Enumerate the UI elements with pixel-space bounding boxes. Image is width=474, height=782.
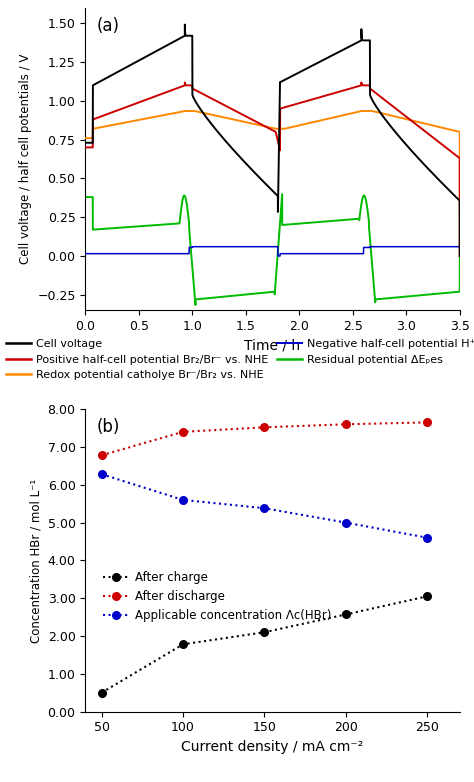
X-axis label: Current density / mA cm⁻²: Current density / mA cm⁻² <box>182 740 364 754</box>
After discharge <box>99 450 104 460</box>
After discharge <box>424 418 430 427</box>
After charge <box>424 592 430 601</box>
Applicable concentration Λc(HBr) <box>99 469 104 479</box>
Legend: After charge, After discharge, Applicable concentration Λc(HBr): After charge, After discharge, Applicabl… <box>99 567 337 627</box>
Text: (a): (a) <box>97 17 119 35</box>
After discharge <box>180 427 186 436</box>
Line: After discharge: After discharge <box>98 418 431 459</box>
After charge <box>343 610 349 619</box>
Line: After charge: After charge <box>98 593 431 697</box>
After charge <box>180 640 186 649</box>
Applicable concentration Λc(HBr) <box>343 518 349 527</box>
Legend: Cell voltage, Positive half-cell potential Br₂/Br⁻ vs. NHE, Redox potential cath: Cell voltage, Positive half-cell potenti… <box>6 339 474 380</box>
Applicable concentration Λc(HBr) <box>180 495 186 504</box>
Y-axis label: Concentration HBr / mol L⁻¹: Concentration HBr / mol L⁻¹ <box>29 479 42 643</box>
X-axis label: Time / h: Time / h <box>245 339 301 353</box>
Line: Applicable concentration Λc(HBr): Applicable concentration Λc(HBr) <box>98 470 431 541</box>
After discharge <box>262 422 267 432</box>
Applicable concentration Λc(HBr) <box>262 504 267 513</box>
After discharge <box>343 420 349 429</box>
Text: (b): (b) <box>97 418 120 436</box>
Applicable concentration Λc(HBr) <box>424 533 430 543</box>
Y-axis label: Cell voltage / half cell potentials / V: Cell voltage / half cell potentials / V <box>18 54 32 264</box>
After charge <box>99 688 104 698</box>
After charge <box>262 627 267 637</box>
